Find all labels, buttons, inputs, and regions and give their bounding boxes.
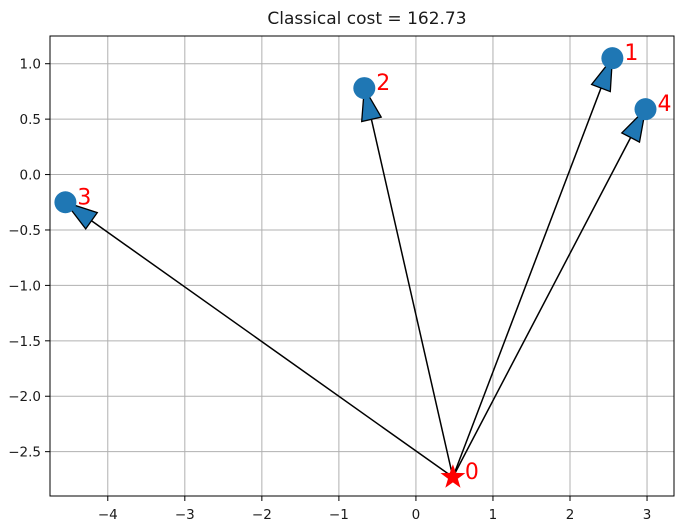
node-point <box>601 47 624 70</box>
node-label: 1 <box>624 41 638 66</box>
x-tick-label: −4 <box>98 507 118 523</box>
x-tick-label: −3 <box>175 507 195 523</box>
y-tick-label: −1.5 <box>8 334 41 350</box>
y-tick-label: −0.5 <box>8 223 41 239</box>
node-label: 4 <box>657 92 671 117</box>
x-tick-label: 3 <box>643 507 652 523</box>
y-axis: 1.0 0.5 0.0 −0.5 −1.0 −1.5 −2.0 −2.5 <box>8 57 50 461</box>
plot-frame <box>49 35 675 497</box>
grid <box>50 36 674 496</box>
route-arrow-line <box>452 87 602 478</box>
node-point <box>54 191 77 214</box>
depot-star-marker <box>440 464 466 488</box>
x-tick-label: −2 <box>252 507 272 523</box>
node-point <box>634 98 657 121</box>
node-point <box>353 77 376 100</box>
route-arrow-line <box>452 137 632 478</box>
y-tick-label: 1.0 <box>20 57 41 73</box>
x-tick-label: 0 <box>412 507 421 523</box>
y-tick-label: 0.0 <box>20 168 41 184</box>
route-arrow-line <box>91 220 454 478</box>
route-arrow-line <box>370 119 454 478</box>
y-tick-label: −2.5 <box>8 445 41 461</box>
node-label: 2 <box>376 71 390 96</box>
node-label: 3 <box>77 185 91 210</box>
point-labels: 0 1 2 3 4 <box>77 41 671 485</box>
x-tick-label: −1 <box>329 507 349 523</box>
x-tick-label: 1 <box>489 507 498 523</box>
arrows <box>63 56 647 478</box>
y-tick-label: −1.0 <box>8 278 41 294</box>
y-tick-label: −2.0 <box>8 389 41 405</box>
points <box>54 47 657 488</box>
node-label: 0 <box>465 460 479 485</box>
x-tick-label: 2 <box>566 507 575 523</box>
y-tick-label: 0.5 <box>20 112 41 128</box>
x-axis: −4 −3 −2 −1 0 1 2 3 <box>98 496 652 523</box>
chart-title: Classical cost = 162.73 <box>267 9 466 29</box>
